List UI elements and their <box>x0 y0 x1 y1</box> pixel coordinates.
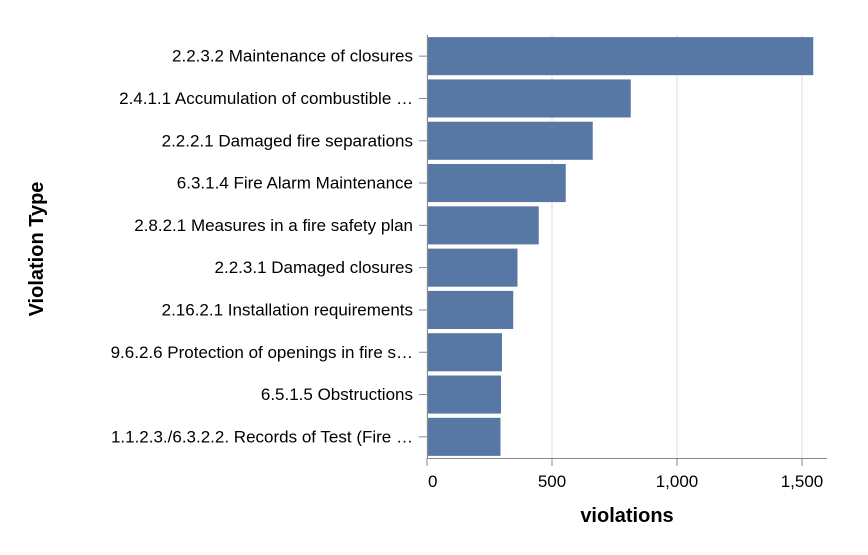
y-tick-label: 9.6.2.6 Protection of openings in fire s… <box>111 343 413 362</box>
y-tick-label: 6.5.1.5 Obstructions <box>261 385 413 404</box>
x-tick-label: 500 <box>538 472 566 491</box>
x-axis-title: violations <box>580 505 673 527</box>
bar <box>427 79 631 118</box>
x-tick-label: 1,000 <box>656 472 699 491</box>
y-tick-label: 2.2.3.1 Damaged closures <box>215 258 413 277</box>
bar <box>427 417 501 456</box>
x-axis: 0 500 1,000 1,500 <box>426 458 827 491</box>
bar <box>427 37 814 76</box>
bar <box>427 206 539 245</box>
y-axis-title: Violation Type <box>26 182 48 317</box>
bar <box>427 164 566 203</box>
x-tick-label: 0 <box>428 472 437 491</box>
y-tick-label: 2.4.1.1 Accumulation of combustible … <box>119 89 413 108</box>
bar <box>427 333 502 372</box>
y-tick-label: 2.16.2.1 Installation requirements <box>162 300 413 319</box>
y-tick-label: 2.2.3.2 Maintenance of closures <box>172 47 413 66</box>
bar <box>427 248 518 287</box>
bar <box>427 121 593 160</box>
bar <box>427 375 501 414</box>
y-tick-label: 6.3.1.4 Fire Alarm Maintenance <box>177 174 413 193</box>
y-tick-label: 2.8.2.1 Measures in a fire safety plan <box>134 216 413 235</box>
y-axis: 2.2.3.2 Maintenance of closures 2.4.1.1 A… <box>111 35 428 458</box>
x-tick-label: 1,500 <box>781 472 824 491</box>
y-tick-label: 1.1.2.3./6.3.2.2. Records of Test (Fire … <box>111 427 413 446</box>
bar <box>427 290 514 329</box>
bars <box>427 37 814 456</box>
y-tick-label: 2.2.2.1 Damaged fire separations <box>162 131 413 150</box>
